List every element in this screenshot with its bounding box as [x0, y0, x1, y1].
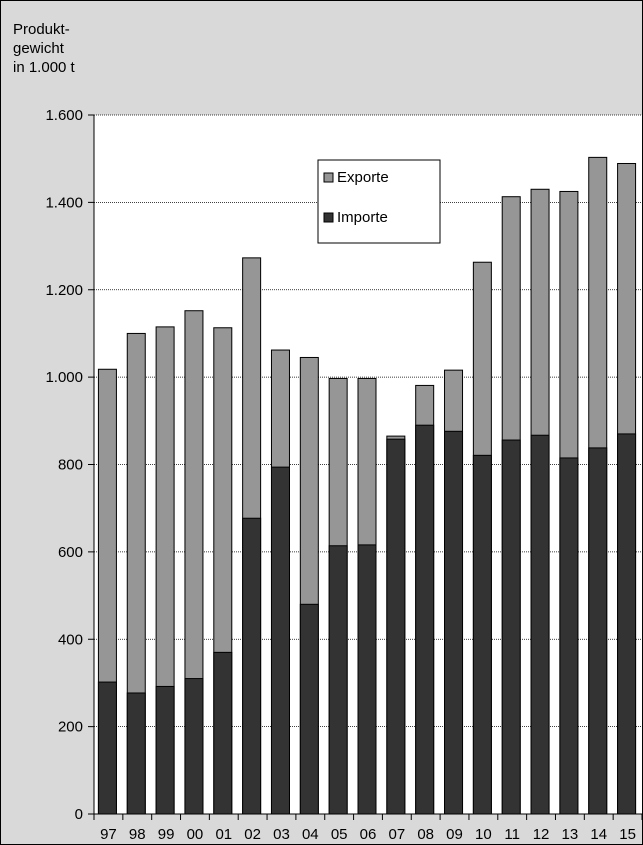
y-tick-label: 1.200	[45, 282, 83, 299]
x-tick-label: 15	[619, 826, 636, 843]
bar-importe	[415, 424, 435, 815]
x-tick-label: 07	[388, 826, 405, 843]
x-tick-label: 02	[244, 826, 261, 843]
bar-importe	[328, 545, 348, 815]
bar-importe	[126, 692, 146, 815]
bar-importe	[617, 433, 637, 815]
x-tick-label: 99	[158, 826, 175, 843]
x-tick-label: 14	[590, 826, 607, 843]
y-tick-label: 1.000	[45, 369, 83, 386]
bar-importe	[357, 544, 377, 815]
legend-label-importe: Importe	[337, 209, 388, 226]
bar-importe	[501, 439, 521, 815]
x-tick-label: 03	[273, 826, 290, 843]
bar-importe	[444, 430, 464, 815]
y-tick-label: 1.600	[45, 107, 83, 124]
bar-importe	[530, 434, 550, 815]
legend-label-exporte: Exporte	[337, 169, 389, 186]
x-tick-label: 09	[446, 826, 463, 843]
x-tick-label: 08	[417, 826, 434, 843]
bar-importe	[559, 457, 579, 815]
legend-swatch-importe	[323, 212, 334, 223]
bar-importe	[242, 517, 262, 815]
x-tick-label: 01	[215, 826, 232, 843]
bar-importe	[299, 603, 319, 815]
bar-importe	[588, 447, 608, 815]
y-tick-label: 600	[58, 544, 83, 561]
bar-importe	[155, 685, 175, 815]
x-tick-label: 11	[504, 826, 520, 843]
bar-importe	[386, 438, 406, 815]
legend-box	[317, 159, 441, 244]
y-tick-label: 200	[58, 719, 83, 736]
bar-importe	[472, 454, 492, 815]
x-tick-label: 05	[331, 826, 348, 843]
y-tick-label: 400	[58, 631, 83, 648]
x-tick-label: 97	[100, 826, 117, 843]
legend-swatch-exporte	[323, 172, 334, 183]
y-tick-label: 1.400	[45, 194, 83, 211]
y-tick-label: 0	[75, 806, 83, 823]
x-tick-label: 10	[475, 826, 492, 843]
y-axis-title-line-2: gewicht	[13, 40, 64, 57]
x-tick-label: 04	[302, 826, 319, 843]
x-tick-label: 06	[360, 826, 377, 843]
x-tick-label: 12	[533, 826, 550, 843]
y-axis-title-line-3: in 1.000 t	[13, 59, 75, 76]
bar-importe	[270, 466, 290, 815]
bar-importe	[213, 651, 233, 815]
bar-importe	[97, 681, 117, 815]
x-tick-label: 98	[129, 826, 146, 843]
bar-importe	[184, 678, 204, 815]
x-tick-label: 13	[562, 826, 579, 843]
x-tick-label: 00	[187, 826, 204, 843]
y-tick-label: 800	[58, 457, 83, 474]
y-axis-title-line-1: Produkt-	[13, 21, 70, 38]
